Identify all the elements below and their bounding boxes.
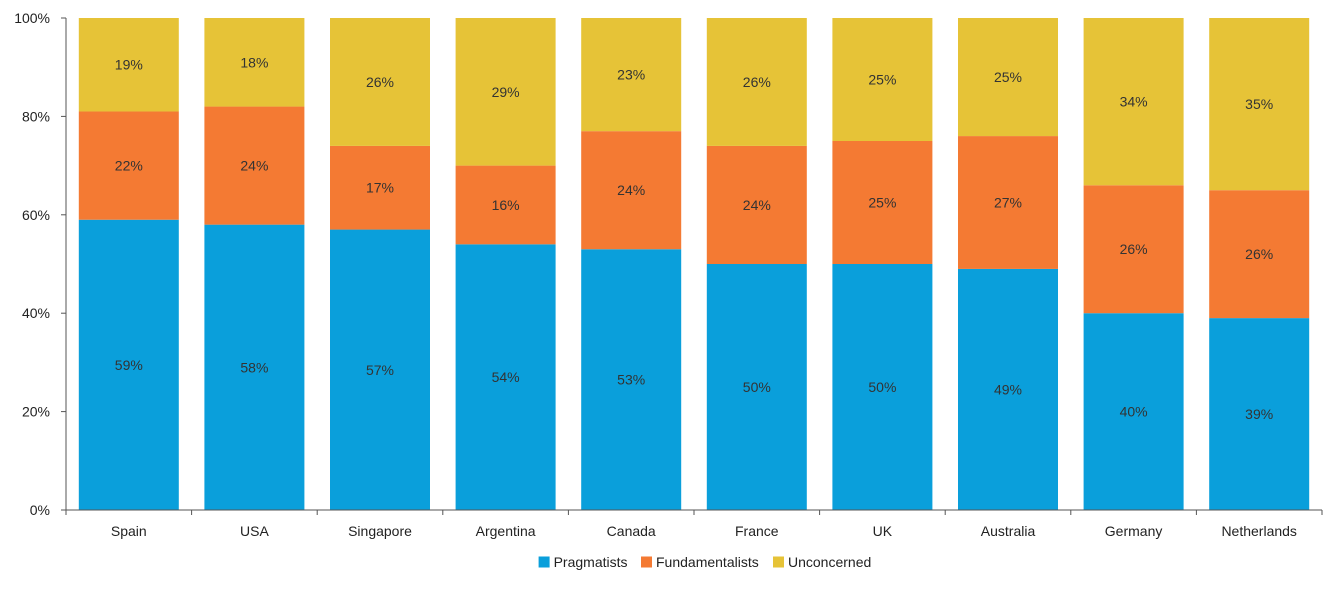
data-label-fundamentalists-singapore: 17% [366,180,394,196]
axes-layer: Spain USA Singapore Argentina Canada France UK… [14,10,1323,539]
x-tick-label-argentina: Argentina [476,523,536,539]
bar-segment-fundamentalists-france [706,145,807,264]
bar-segment-fundamentalists-germany [1083,185,1184,314]
x-tick-label-canada: Canada [607,523,656,539]
data-label-fundamentalists-canada: 24% [617,182,645,198]
data-label-unconcerned-france: 26% [743,74,771,90]
bar-segment-unconcerned-france [706,18,807,146]
x-tick-label-france: France [735,523,779,539]
bar-segment-unconcerned-germany [1083,18,1184,186]
bar-segment-unconcerned-singapore [330,18,430,146]
data-label-pragmatists-uk: 50% [868,379,896,395]
data-label-fundamentalists-netherlands: 26% [1245,246,1273,262]
data-label-unconcerned-singapore: 26% [366,74,394,90]
data-labels-layer: 59% 22% 19% 58% 24% 18% 57% 17% 26% 54% 16% 29% 53% 2… [115,54,1273,422]
y-tick-label-20: 20% [22,404,50,420]
y-tick-label-100: 100% [14,10,50,26]
bar-segment-fundamentalists-argentina [455,165,556,245]
data-label-pragmatists-france: 50% [743,379,771,395]
data-label-pragmatists-canada: 53% [617,372,645,388]
bar-segment-fundamentalists-canada [581,131,682,250]
bar-segment-pragmatists-spain [78,219,179,510]
y-tick-label-60: 60% [22,207,50,223]
data-label-pragmatists-argentina: 54% [492,369,520,385]
data-label-fundamentalists-spain: 22% [115,158,143,174]
data-label-fundamentalists-australia: 27% [994,195,1022,211]
data-label-fundamentalists-argentina: 16% [492,197,520,213]
data-label-unconcerned-argentina: 29% [492,84,520,100]
bar-segment-unconcerned-uk [832,18,933,141]
data-label-fundamentalists-usa: 24% [240,158,268,174]
data-label-unconcerned-australia: 25% [994,69,1022,85]
legend-label-pragmatists: Pragmatists [554,554,628,570]
x-tick-label-spain: Spain [111,523,147,539]
legend-swatch-unconcerned [773,556,784,568]
bar-segment-pragmatists-netherlands [1209,318,1310,510]
legend-label-unconcerned: Unconcerned [788,554,871,570]
bar-segment-pragmatists-australia [958,268,1058,510]
bar-segment-pragmatists-france [706,264,807,510]
data-label-unconcerned-netherlands: 35% [1245,96,1273,112]
legend: Pragmatists Fundamentalists Unconcerned [538,554,871,570]
x-tick-label-netherlands: Netherlands [1221,523,1297,539]
x-tick-label-uk: UK [873,523,893,539]
legend-label-fundamentalists: Fundamentalists [656,554,759,570]
data-label-unconcerned-uk: 25% [868,72,896,88]
bar-segment-pragmatists-canada [581,249,682,511]
data-label-pragmatists-australia: 49% [994,381,1022,397]
data-label-pragmatists-germany: 40% [1120,404,1148,420]
bar-segment-fundamentalists-australia [958,136,1058,269]
bar-segment-pragmatists-usa [204,224,305,510]
data-label-pragmatists-netherlands: 39% [1245,406,1273,422]
y-tick-label-40: 40% [22,305,50,321]
bar-segment-pragmatists-argentina [455,244,556,510]
bar-segment-unconcerned-argentina [455,18,556,166]
data-label-fundamentalists-uk: 25% [868,195,896,211]
data-label-unconcerned-spain: 19% [115,57,143,73]
bar-segment-fundamentalists-usa [204,106,305,225]
bar-segment-unconcerned-spain [78,18,179,112]
data-label-pragmatists-singapore: 57% [366,362,394,378]
bar-segment-pragmatists-germany [1083,313,1184,510]
x-tick-label-germany: Germany [1105,523,1163,539]
data-label-unconcerned-usa: 18% [240,54,268,70]
bar-segment-unconcerned-canada [581,18,682,132]
bars-layer [78,18,1310,511]
y-tick-label-0: 0% [30,502,50,518]
x-tick-label-singapore: Singapore [348,523,412,539]
bar-segment-fundamentalists-spain [78,111,179,220]
y-tick-label-80: 80% [22,108,50,124]
data-label-fundamentalists-germany: 26% [1120,241,1148,257]
bar-segment-fundamentalists-singapore [330,145,430,230]
bar-segment-fundamentalists-netherlands [1209,190,1310,319]
x-tick-label-usa: USA [240,523,269,539]
bar-segment-pragmatists-uk [832,264,933,510]
bar-segment-unconcerned-australia [958,18,1058,137]
legend-swatch-pragmatists [538,556,550,568]
bar-segment-fundamentalists-uk [832,141,933,264]
data-label-pragmatists-spain: 59% [115,357,143,373]
bar-segment-pragmatists-singapore [330,229,430,510]
bar-segment-unconcerned-usa [204,18,305,107]
data-label-pragmatists-usa: 58% [240,359,268,375]
data-label-unconcerned-canada: 23% [617,67,645,83]
data-label-fundamentalists-france: 24% [743,197,771,213]
legend-swatch-fundamentalists [641,556,652,568]
x-tick-label-australia: Australia [981,523,1036,539]
bar-segment-unconcerned-netherlands [1209,18,1310,191]
data-label-unconcerned-germany: 34% [1120,94,1148,110]
